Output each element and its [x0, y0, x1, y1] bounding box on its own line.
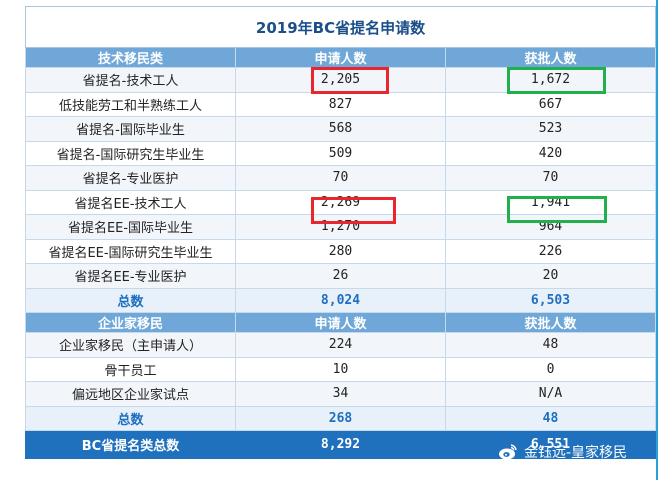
- section-category: 企业家移民: [25, 312, 236, 333]
- row-label: 省提名EE-技术工人: [25, 189, 236, 215]
- row-applied: 509: [235, 140, 446, 166]
- grand-total-label: BC省提名类总数: [25, 430, 236, 459]
- table-title: 2019年BC省提名申请数: [25, 6, 656, 48]
- row-approved: N/A: [445, 381, 656, 407]
- table-title-row: 2019年BC省提名申请数: [25, 6, 656, 48]
- row-approved: 523: [445, 116, 656, 142]
- row-approved: 1,941: [445, 189, 656, 215]
- grand-total-row: BC省提名类总数 8,292 6,551: [25, 430, 656, 459]
- grand-total-approved: 6,551: [445, 430, 656, 459]
- left-edge: [0, 0, 4, 480]
- row-label: 骨干员工: [25, 356, 236, 382]
- weibo-icon: [499, 444, 517, 460]
- table-row: 偏远地区企业家试点 34 N/A: [25, 381, 656, 407]
- column-header-approved: 获批人数: [445, 312, 656, 333]
- bc-pnp-table: 2019年BC省提名申请数 技术移民类 申请人数 获批人数 省提名-技术工人 2…: [25, 6, 656, 459]
- section-header-row: 企业家移民 申请人数 获批人数: [25, 312, 656, 333]
- watermark: 金钰远-皇家移民: [498, 440, 627, 464]
- row-applied: 70: [235, 165, 446, 191]
- row-label: 企业家移民（主申请人）: [25, 332, 236, 358]
- table-row: 骨干员工 10 0: [25, 356, 656, 382]
- row-approved: 48: [445, 332, 656, 358]
- table-row: 低技能劳工和半熟练工人 827 667: [25, 91, 656, 117]
- row-approved: 20: [445, 263, 656, 289]
- column-header-approved: 获批人数: [445, 47, 656, 68]
- total-label: 总数: [25, 405, 236, 431]
- table-row: 省提名EE-技术工人 2,269 1,941: [25, 189, 656, 215]
- column-header-applied: 申请人数: [235, 47, 446, 68]
- row-label: 省提名-专业医护: [25, 165, 236, 191]
- row-label: 省提名-国际毕业生: [25, 116, 236, 142]
- row-approved: 667: [445, 91, 656, 117]
- row-applied: 10: [235, 356, 446, 382]
- table-row: 省提名-专业医护 70 70: [25, 165, 656, 191]
- row-approved: 1,672: [445, 67, 656, 93]
- total-approved: 6,503: [445, 287, 656, 313]
- grand-total-applied: 8,292: [235, 430, 446, 459]
- total-applied: 268: [235, 405, 446, 431]
- highlight-box-approved-skilled: [507, 67, 606, 94]
- row-label: 省提名EE-国际毕业生: [25, 214, 236, 240]
- watermark-text: 金钰远-皇家移民: [524, 445, 628, 461]
- section-category: 技术移民类: [25, 47, 236, 68]
- row-label: 省提名EE-国际研究生毕业生: [25, 238, 236, 264]
- section-total-row: 总数 8,024 6,503: [25, 287, 656, 313]
- table-row: 省提名-国际研究生毕业生 509 420: [25, 140, 656, 166]
- total-label: 总数: [25, 287, 236, 313]
- row-applied: 224: [235, 332, 446, 358]
- row-applied: 568: [235, 116, 446, 142]
- row-label: 低技能劳工和半熟练工人: [25, 91, 236, 117]
- row-applied: 26: [235, 263, 446, 289]
- row-label: 省提名-国际研究生毕业生: [25, 140, 236, 166]
- table-row: 省提名EE-国际毕业生 1,270 964: [25, 214, 656, 240]
- row-label: 偏远地区企业家试点: [25, 381, 236, 407]
- section-header-row: 技术移民类 申请人数 获批人数: [25, 47, 656, 68]
- right-border-line: [656, 0, 658, 480]
- row-approved: 226: [445, 238, 656, 264]
- row-approved: 964: [445, 214, 656, 240]
- row-approved: 70: [445, 165, 656, 191]
- column-header-applied: 申请人数: [235, 312, 446, 333]
- row-applied: 2,269: [235, 189, 446, 215]
- highlight-box-applied-ee: [311, 197, 396, 224]
- row-applied: 34: [235, 381, 446, 407]
- table-row: 企业家移民（主申请人） 224 48: [25, 332, 656, 358]
- table-row: 省提名EE-国际研究生毕业生 280 226: [25, 238, 656, 264]
- row-applied: 1,270: [235, 214, 446, 240]
- section-total-row: 总数 268 48: [25, 405, 656, 431]
- highlight-box-applied-skilled: [311, 67, 389, 94]
- row-approved: 0: [445, 356, 656, 382]
- highlight-box-approved-ee: [507, 196, 607, 223]
- row-approved: 420: [445, 140, 656, 166]
- row-applied: 280: [235, 238, 446, 264]
- table-row: 省提名EE-专业医护 26 20: [25, 263, 656, 289]
- row-applied: 827: [235, 91, 446, 117]
- row-label: 省提名-技术工人: [25, 67, 236, 93]
- row-label: 省提名EE-专业医护: [25, 263, 236, 289]
- table-row: 省提名-国际毕业生 568 523: [25, 116, 656, 142]
- total-applied: 8,024: [235, 287, 446, 313]
- total-approved: 48: [445, 405, 656, 431]
